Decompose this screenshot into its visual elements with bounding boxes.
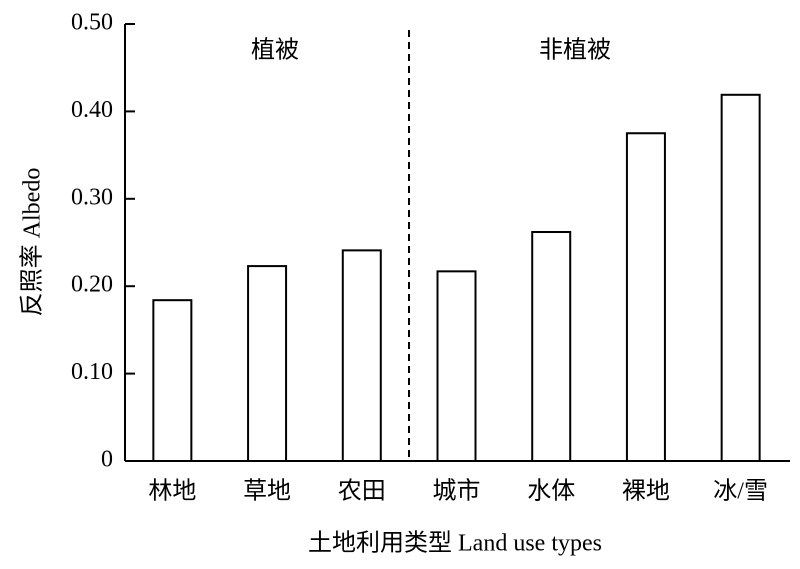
bar xyxy=(531,231,572,462)
bar xyxy=(436,270,477,463)
x-tick-label: 冰/雪 xyxy=(713,478,768,505)
x-tick-label: 农田 xyxy=(338,478,386,505)
y-tick-label: 0.50 xyxy=(71,10,113,36)
bar xyxy=(152,299,193,462)
x-axis-title: 土地利用类型 Land use types xyxy=(308,530,602,557)
bar xyxy=(247,265,288,462)
x-tick-label: 水体 xyxy=(527,478,575,505)
bar xyxy=(341,249,382,462)
y-tick-label: 0.10 xyxy=(71,359,113,385)
x-tick-label: 裸地 xyxy=(622,478,670,505)
bar xyxy=(625,132,666,462)
y-tick-label: 0.20 xyxy=(71,272,113,298)
group-label: 植被 xyxy=(251,37,299,64)
y-tick-label: 0.30 xyxy=(71,184,113,210)
bar xyxy=(720,93,761,462)
x-tick-label: 林地 xyxy=(148,478,196,505)
y-tick-label: 0.40 xyxy=(71,97,113,123)
group-label: 非植被 xyxy=(539,37,611,64)
x-tick-label: 城市 xyxy=(433,478,481,505)
x-tick-label: 草地 xyxy=(243,478,291,505)
y-tick-label: 0 xyxy=(101,447,113,473)
y-axis-title: 反照率 Albedo xyxy=(19,168,46,317)
